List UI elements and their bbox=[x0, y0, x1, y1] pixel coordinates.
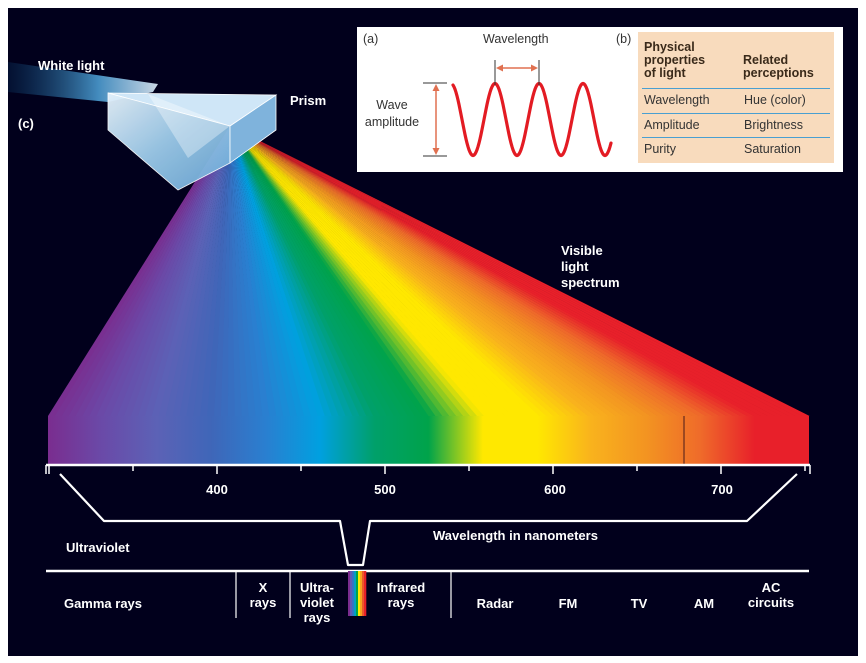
band-ultraviolet-rays: Ultra- violet rays bbox=[300, 580, 334, 625]
fan-segment bbox=[227, 126, 236, 416]
wavelength-axis-title: Wavelength in nanometers bbox=[433, 528, 598, 543]
visible-spectrum-bar bbox=[48, 416, 809, 464]
fan-segment bbox=[220, 126, 230, 416]
fan-segment bbox=[54, 126, 230, 416]
tick-label-500: 500 bbox=[374, 482, 396, 497]
band-fm: FM bbox=[558, 596, 578, 611]
fan-segment bbox=[179, 126, 230, 416]
fan-segment bbox=[131, 126, 230, 416]
white-light-beam bbox=[8, 62, 158, 102]
table-cell: Purity bbox=[644, 142, 676, 156]
fan-segment bbox=[207, 126, 230, 416]
fan-segment bbox=[117, 126, 230, 416]
fan-segment bbox=[48, 126, 230, 416]
fan-segment bbox=[61, 126, 230, 416]
fan-segment bbox=[151, 126, 230, 416]
band-gamma-rays: Gamma rays bbox=[63, 596, 143, 611]
fan-segment bbox=[172, 126, 230, 416]
fan-segment bbox=[124, 126, 230, 416]
ultraviolet-label: Ultraviolet bbox=[66, 540, 130, 555]
spectrum-illustration bbox=[8, 62, 811, 618]
tick-label-400: 400 bbox=[206, 482, 228, 497]
table-rule bbox=[642, 113, 830, 114]
fan-segment bbox=[165, 126, 230, 416]
visible-strip-band bbox=[360, 571, 363, 616]
prism-label: Prism bbox=[290, 93, 327, 108]
band-ac-circuits: AC circuits bbox=[747, 580, 795, 610]
wave-diagram bbox=[423, 60, 613, 158]
fan-segment bbox=[75, 126, 230, 416]
panel-c-label: (c) bbox=[18, 116, 34, 131]
tick-label-700: 700 bbox=[711, 482, 733, 497]
fan-segment bbox=[230, 126, 810, 416]
table-cell: Hue (color) bbox=[744, 93, 806, 107]
band-x-rays: X rays bbox=[249, 580, 277, 610]
table-cell: Amplitude bbox=[644, 118, 700, 132]
visible-strip-band bbox=[362, 571, 365, 616]
fan-segment bbox=[137, 126, 230, 416]
light-properties-table: Physical properties of light Related per… bbox=[638, 32, 834, 163]
table-cell: Brightness bbox=[744, 118, 804, 132]
visible-strip-band bbox=[354, 571, 357, 616]
table-rule bbox=[642, 88, 830, 89]
fan-segment bbox=[200, 126, 230, 416]
wavelength-axis bbox=[45, 463, 811, 474]
visible-strip-band bbox=[356, 571, 359, 616]
wave-amplitude-label: Wave amplitude bbox=[364, 98, 420, 129]
fan-segment bbox=[68, 126, 230, 416]
fan-segment bbox=[144, 126, 230, 416]
fan-segment bbox=[214, 126, 230, 416]
visible-strip-band bbox=[352, 571, 355, 616]
light-wave bbox=[451, 81, 613, 158]
wave-properties-inset: (a) Wavelength Wave amplitude (b) bbox=[357, 27, 843, 172]
inset-a-label: (a) bbox=[363, 32, 379, 46]
table-cell: Saturation bbox=[744, 142, 801, 156]
visible-strip-band bbox=[348, 571, 351, 616]
band-infrared-rays: Infrared rays bbox=[376, 580, 426, 610]
fan-segment bbox=[158, 126, 230, 416]
tick-label-600: 600 bbox=[544, 482, 566, 497]
fan-segment bbox=[82, 126, 230, 416]
visible-strip-band bbox=[350, 571, 353, 616]
prism-icon bbox=[107, 92, 278, 191]
fan-segment bbox=[110, 126, 230, 416]
fan-segment bbox=[103, 126, 230, 416]
visible-strip-band bbox=[364, 571, 367, 616]
fan-segment bbox=[193, 126, 230, 416]
dispersed-light-fan bbox=[48, 126, 810, 416]
light-spectrum-panel: White light (c) Prism Visible light spec… bbox=[8, 8, 858, 656]
fan-segment bbox=[186, 126, 230, 416]
white-light-label: White light bbox=[38, 58, 105, 73]
band-am: AM bbox=[693, 596, 715, 611]
amplitude-arrow bbox=[423, 82, 447, 157]
table-header-physical: Physical properties of light bbox=[644, 40, 706, 80]
table-cell: Wavelength bbox=[644, 93, 710, 107]
fan-segment bbox=[89, 126, 230, 416]
band-radar: Radar bbox=[476, 596, 514, 611]
visible-range-bracket bbox=[59, 473, 798, 567]
visible-strip-band bbox=[358, 571, 361, 616]
table-rule bbox=[642, 137, 830, 138]
table-header-perceptions: Related perceptions bbox=[743, 53, 814, 80]
visible-light-spectrum-label: Visible light spectrum bbox=[561, 243, 620, 290]
band-tv: TV bbox=[630, 596, 648, 611]
inset-b-label: (b) bbox=[616, 32, 632, 46]
wavelength-label: Wavelength bbox=[483, 32, 549, 46]
wavelength-arrow bbox=[494, 60, 540, 85]
visible-band-strip bbox=[348, 571, 367, 616]
